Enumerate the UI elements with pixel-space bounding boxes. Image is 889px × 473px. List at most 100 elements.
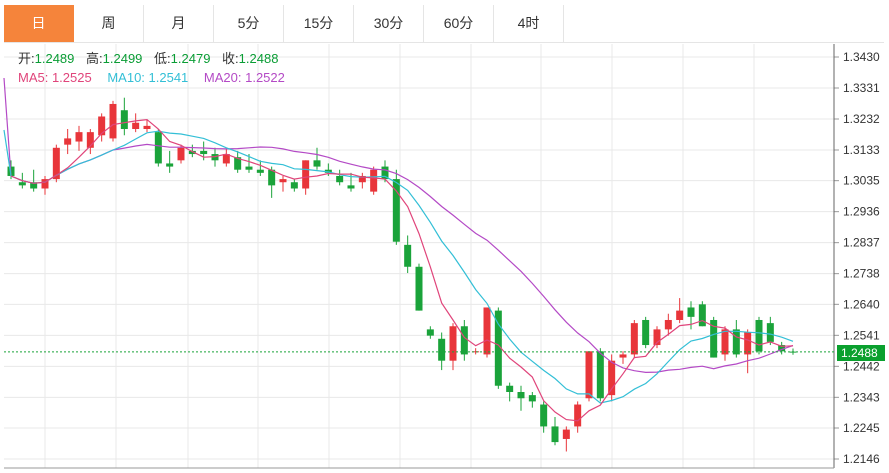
tab-60min[interactable]: 60分 [424,5,494,42]
candle-body [347,185,355,189]
ma20-line [3,77,794,374]
candle-body [177,147,185,161]
high-label: 高: [86,51,103,66]
candle-body [166,163,174,167]
candle-body [279,179,287,183]
candle-body [630,323,638,355]
candle-body [268,169,276,186]
candle-body [75,132,83,142]
y-tick-label: 1.2640 [843,297,880,311]
candle-body [653,329,661,346]
candle-body [687,307,695,317]
low-value: 1.2479 [170,51,211,66]
y-tick-label: 1.2343 [843,390,880,404]
candle-body [18,182,26,186]
candle-body [64,138,72,145]
candle-body [234,157,242,170]
tab-4hour[interactable]: 4时 [494,5,564,42]
candle-body [415,266,423,311]
candle-body [370,169,378,192]
candle-body [290,182,298,189]
candle-body [732,329,740,355]
candle-body [642,319,650,346]
candle-body [404,244,412,267]
open-value: 1.2489 [34,51,75,66]
candle-body [41,179,49,189]
ma5-value: MA5: 1.2525 [18,70,92,85]
tab-5min[interactable]: 5分 [214,5,284,42]
candle-body [143,125,151,130]
y-tick-label: 1.3232 [843,112,880,126]
candle-body [710,319,718,358]
candle-body [245,166,253,170]
candle-body [302,160,310,189]
candle-body [86,132,94,148]
candle-body [30,182,38,189]
candle-body [460,326,468,355]
tab-week[interactable]: 周 [74,5,144,42]
ma5-line [10,118,794,422]
candle-body [98,116,106,136]
candle-body [313,160,321,167]
tab-15min[interactable]: 15分 [284,5,354,42]
candle-body [222,154,230,164]
ma20-value: MA20: 1.2522 [203,70,285,85]
y-tick-label: 1.3331 [843,81,880,95]
candle-body [551,426,559,443]
ohlc-row: 开:1.2489 高:1.2499 低:1.2479 收:1.2488 [18,50,286,69]
candle-body [540,404,548,427]
candle-body [449,326,457,361]
candle-body [676,310,684,320]
candle-body [132,122,140,130]
candle-body [426,329,434,336]
candle-body [52,147,60,180]
candle-body [744,332,752,355]
y-tick-label: 1.2541 [843,328,880,342]
y-tick-label: 1.2245 [843,421,880,435]
ma-row: MA5: 1.2525 MA10: 1.2541 MA20: 1.2522 [18,69,286,88]
candle-body [336,175,344,183]
candle-body [381,166,389,180]
close-label: 收: [222,51,239,66]
ma10-value: MA10: 1.2541 [107,70,189,85]
candle-body [596,351,604,399]
close-value: 1.2488 [238,51,279,66]
candle-body [562,429,570,439]
candle-body [608,360,616,396]
candle-body [755,319,763,352]
candle-body [574,404,582,427]
candle-body [698,304,706,327]
y-tick-label: 1.3035 [843,174,880,188]
y-tick-label: 1.2837 [843,236,880,250]
last-price-tag: 1.2488 [837,345,885,361]
candle-body [664,319,672,330]
y-tick-label: 1.3430 [843,50,880,64]
candle-body [517,392,525,399]
candle-body [109,103,117,139]
candle-body [438,338,446,361]
candle-body [494,310,502,386]
candle-body [472,351,480,353]
candle-body [506,385,514,392]
y-tick-label: 1.2442 [843,359,880,373]
tab-month[interactable]: 月 [144,5,214,42]
ma10-line [3,129,794,404]
period-tabs: 日 周 月 5分 15分 30分 60分 4时 [4,5,884,43]
candle-body [528,395,536,402]
candle-body [256,169,264,173]
high-value: 1.2499 [102,51,143,66]
candle-body [188,150,196,155]
open-label: 开: [18,51,35,66]
y-tick-label: 1.3133 [843,143,880,157]
candle-body [154,132,162,164]
tab-day[interactable]: 日 [4,5,74,42]
candle-body [585,351,593,399]
tab-30min[interactable]: 30分 [354,5,424,42]
candle-body [358,175,366,183]
y-tick-label: 1.2936 [843,205,880,219]
chart-info-panel: 开:1.2489 高:1.2499 低:1.2479 收:1.2488 MA5:… [18,50,286,88]
y-tick-label: 1.2738 [843,267,880,281]
candle-body [120,110,128,130]
candle-body [721,329,729,355]
